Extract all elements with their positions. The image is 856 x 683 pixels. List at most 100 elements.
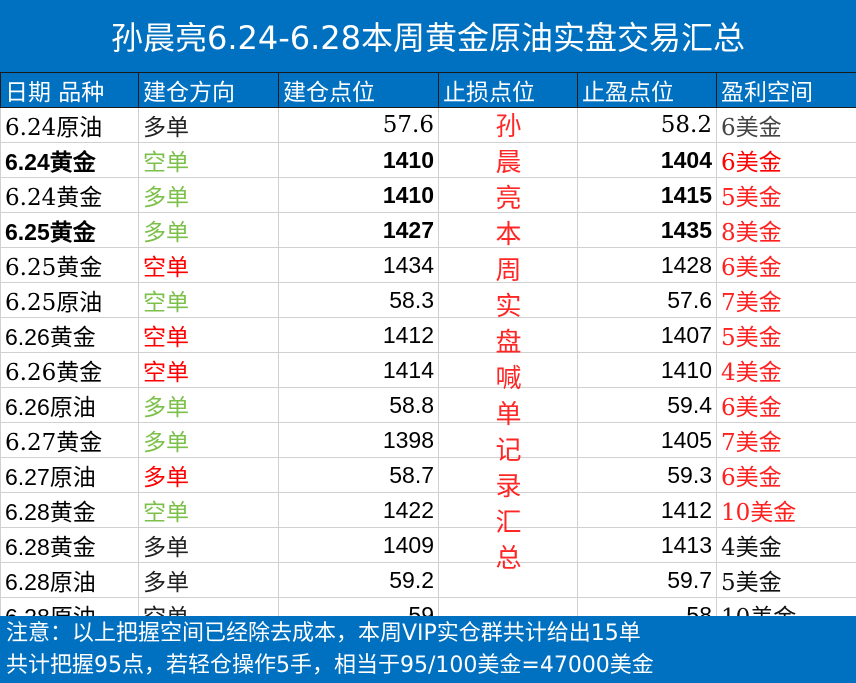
- cell-date-product[interactable]: 6.28原油: [0, 562, 139, 598]
- cell-profit[interactable]: 6美金: [716, 387, 856, 423]
- cell-stop-loss[interactable]: [438, 352, 578, 388]
- column-header[interactable]: 止损点位: [438, 72, 578, 108]
- cell-entry-price[interactable]: 1412: [278, 317, 439, 353]
- cell-entry-price[interactable]: 1410: [278, 142, 439, 178]
- cell-stop-loss[interactable]: [438, 457, 578, 493]
- cell-direction[interactable]: 多单: [138, 422, 279, 458]
- table-row: 6.25原油 空单 58.3 57.6 7美金: [0, 282, 856, 318]
- cell-date-product[interactable]: 6.25原油: [0, 282, 139, 318]
- cell-stop-loss[interactable]: [438, 247, 578, 283]
- cell-take-profit[interactable]: 1410: [577, 352, 717, 388]
- cell-date-product[interactable]: 6.25黄金: [0, 247, 139, 283]
- cell-stop-loss[interactable]: [438, 387, 578, 423]
- cell-stop-loss[interactable]: [438, 562, 578, 598]
- cell-profit[interactable]: 7美金: [716, 282, 856, 318]
- cell-direction[interactable]: 空单: [138, 282, 279, 318]
- cell-entry-price[interactable]: 1434: [278, 247, 439, 283]
- cell-date-product[interactable]: 6.26黄金: [0, 352, 139, 388]
- column-header[interactable]: 止盈点位: [577, 72, 717, 108]
- cell-take-profit[interactable]: 57.6: [577, 282, 717, 318]
- cell-stop-loss[interactable]: [438, 212, 578, 248]
- cell-direction[interactable]: 多单: [138, 212, 279, 248]
- cell-profit[interactable]: 4美金: [716, 352, 856, 388]
- cell-direction[interactable]: 空单: [138, 247, 279, 283]
- cell-take-profit[interactable]: 1415: [577, 177, 717, 213]
- cell-direction[interactable]: 多单: [138, 562, 279, 598]
- column-header[interactable]: 建仓方向: [138, 72, 279, 108]
- header-row: 日期 品种 建仓方向 建仓点位 止损点位 止盈点位 盈利空间: [0, 72, 856, 108]
- cell-entry-price[interactable]: 1410: [278, 177, 439, 213]
- cell-date-product[interactable]: 6.24黄金: [0, 177, 139, 213]
- cell-entry-price[interactable]: 57.6: [278, 107, 439, 143]
- cell-stop-loss[interactable]: [438, 422, 578, 458]
- cell-entry-price[interactable]: 1398: [278, 422, 439, 458]
- cell-take-profit[interactable]: 1435: [577, 212, 717, 248]
- footer-line-2: 共计把握95点，若轻仓操作5手，相当于95/100美金=47000美金: [6, 653, 654, 678]
- cell-stop-loss[interactable]: [438, 317, 578, 353]
- table-row: 6.24黄金 多单 1410 1415 5美金: [0, 177, 856, 213]
- cell-direction[interactable]: 多单: [138, 107, 279, 143]
- cell-take-profit[interactable]: 59.7: [577, 562, 717, 598]
- cell-entry-price[interactable]: 58.8: [278, 387, 439, 423]
- table-row: 6.26黄金 空单 1412 1407 5美金: [0, 317, 856, 353]
- cell-entry-price[interactable]: 1414: [278, 352, 439, 388]
- cell-stop-loss[interactable]: [438, 492, 578, 528]
- cell-take-profit[interactable]: 58.2: [577, 107, 717, 143]
- cell-profit[interactable]: 6美金: [716, 457, 856, 493]
- cell-direction[interactable]: 空单: [138, 492, 279, 528]
- column-header[interactable]: 日期 品种: [0, 72, 139, 108]
- cell-stop-loss[interactable]: [438, 107, 578, 143]
- cell-stop-loss[interactable]: [438, 177, 578, 213]
- cell-date-product[interactable]: 6.28黄金: [0, 492, 139, 528]
- cell-date-product[interactable]: 6.24原油: [0, 107, 139, 143]
- table-row: 6.27黄金 多单 1398 1405 7美金: [0, 422, 856, 458]
- footer-note: 注意：以上把握空间已经除去成本，本周VIP实仓群共计给出15单 共计把握95点，…: [0, 616, 856, 683]
- cell-entry-price[interactable]: 58.3: [278, 282, 439, 318]
- cell-take-profit[interactable]: 59.3: [577, 457, 717, 493]
- cell-take-profit[interactable]: 1407: [577, 317, 717, 353]
- table-row: 6.25黄金 空单 1434 1428 6美金: [0, 247, 856, 283]
- cell-direction[interactable]: 空单: [138, 142, 279, 178]
- cell-direction[interactable]: 多单: [138, 457, 279, 493]
- cell-stop-loss[interactable]: [438, 527, 578, 563]
- column-header[interactable]: 盈利空间: [716, 72, 856, 108]
- cell-take-profit[interactable]: 1413: [577, 527, 717, 563]
- cell-stop-loss[interactable]: [438, 282, 578, 318]
- cell-take-profit[interactable]: 59.4: [577, 387, 717, 423]
- cell-direction[interactable]: 多单: [138, 387, 279, 423]
- cell-entry-price[interactable]: 59.2: [278, 562, 439, 598]
- cell-take-profit[interactable]: 1404: [577, 142, 717, 178]
- cell-stop-loss[interactable]: [438, 142, 578, 178]
- cell-date-product[interactable]: 6.26原油: [0, 387, 139, 423]
- cell-profit[interactable]: 10美金: [716, 492, 856, 528]
- cell-profit[interactable]: 8美金: [716, 212, 856, 248]
- cell-take-profit[interactable]: 1412: [577, 492, 717, 528]
- cell-direction[interactable]: 空单: [138, 317, 279, 353]
- cell-entry-price[interactable]: 1427: [278, 212, 439, 248]
- cell-profit[interactable]: 5美金: [716, 177, 856, 213]
- cell-date-product[interactable]: 6.27黄金: [0, 422, 139, 458]
- cell-take-profit[interactable]: 1428: [577, 247, 717, 283]
- cell-date-product[interactable]: 6.25黄金: [0, 212, 139, 248]
- cell-entry-price[interactable]: 1409: [278, 527, 439, 563]
- cell-profit[interactable]: 6美金: [716, 107, 856, 143]
- cell-profit[interactable]: 7美金: [716, 422, 856, 458]
- cell-date-product[interactable]: 6.26黄金: [0, 317, 139, 353]
- table-row: 6.24黄金 空单 1410 1404 6美金: [0, 142, 856, 178]
- cell-profit[interactable]: 5美金: [716, 317, 856, 353]
- cell-profit[interactable]: 5美金: [716, 562, 856, 598]
- table-row: 6.28黄金 多单 1409 1413 4美金: [0, 527, 856, 563]
- cell-direction[interactable]: 多单: [138, 527, 279, 563]
- cell-profit[interactable]: 4美金: [716, 527, 856, 563]
- cell-date-product[interactable]: 6.28黄金: [0, 527, 139, 563]
- column-header[interactable]: 建仓点位: [278, 72, 439, 108]
- cell-profit[interactable]: 6美金: [716, 142, 856, 178]
- cell-direction[interactable]: 空单: [138, 352, 279, 388]
- cell-profit[interactable]: 6美金: [716, 247, 856, 283]
- cell-date-product[interactable]: 6.24黄金: [0, 142, 139, 178]
- cell-entry-price[interactable]: 1422: [278, 492, 439, 528]
- cell-entry-price[interactable]: 58.7: [278, 457, 439, 493]
- cell-take-profit[interactable]: 1405: [577, 422, 717, 458]
- cell-date-product[interactable]: 6.27原油: [0, 457, 139, 493]
- cell-direction[interactable]: 多单: [138, 177, 279, 213]
